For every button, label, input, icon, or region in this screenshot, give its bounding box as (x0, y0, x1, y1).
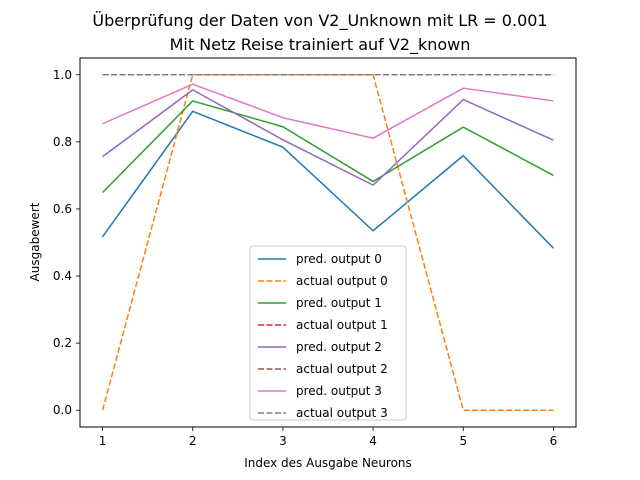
legend-label: actual output 1 (296, 318, 388, 332)
y-tick-label: 0.8 (53, 135, 72, 149)
series-line-pred-output-2 (102, 89, 554, 186)
legend-label: actual output 0 (296, 274, 388, 288)
y-axis-ticks: 0.0 0.2 0.4 0.6 0.8 1.0 (53, 68, 80, 417)
chart-title-line1: Überprüfung der Daten von V2_Unknown mit… (92, 11, 547, 31)
x-axis-ticks: 1 2 3 4 5 6 (99, 427, 558, 448)
series-line-pred-output-0 (101, 110, 554, 249)
y-tick-label: 1.0 (53, 68, 72, 82)
y-axis-label: Ausgabewert (28, 202, 42, 281)
chart-title-line2: Mit Netz Reise trainiert auf V2_known (170, 35, 471, 55)
x-tick-label: 3 (279, 434, 287, 448)
legend-label: pred. output 2 (296, 340, 382, 354)
legend-label: actual output 3 (296, 406, 388, 420)
x-tick-label: 4 (369, 434, 377, 448)
x-tick-label: 2 (189, 434, 197, 448)
series-line-pred-output-1 (102, 100, 554, 194)
legend: pred. output 0 actual output 0 pred. outpu… (249, 245, 407, 421)
x-tick-label: 6 (550, 434, 558, 448)
x-axis-label: Index des Ausgabe Neurons (244, 456, 412, 470)
legend-box (249, 245, 407, 421)
legend-label: pred. output 1 (296, 296, 382, 310)
plot-lines (101, 74, 554, 411)
legend-label: actual output 2 (296, 362, 388, 376)
legend-label: pred. output 0 (296, 252, 382, 266)
series-line-pred-output-3 (102, 83, 554, 139)
y-tick-label: 0.4 (53, 269, 72, 283)
legend-label: pred. output 3 (296, 384, 382, 398)
x-tick-label: 5 (459, 434, 467, 448)
y-tick-label: 0.6 (53, 202, 72, 216)
y-tick-label: 0.2 (53, 336, 72, 350)
plot-frame (79, 57, 577, 428)
series-line-actual-output-0 (101, 74, 554, 411)
x-tick-label: 1 (99, 434, 107, 448)
y-tick-label: 0.0 (53, 403, 72, 417)
